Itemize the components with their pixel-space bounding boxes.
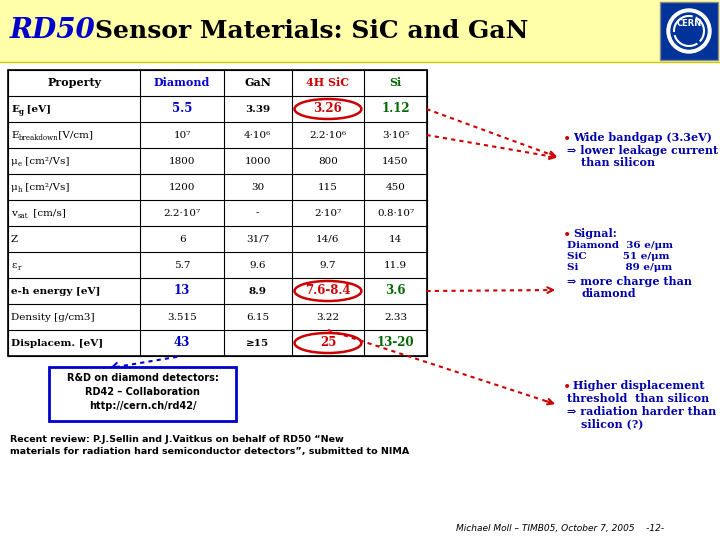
Text: 9.7: 9.7 [320, 260, 336, 269]
Text: E: E [11, 131, 19, 139]
Text: μ: μ [11, 183, 18, 192]
Text: Displacem. [eV]: Displacem. [eV] [11, 339, 103, 348]
Text: diamond: diamond [581, 288, 636, 299]
Text: ⇒ lower leakage current: ⇒ lower leakage current [567, 145, 718, 156]
Text: 13-20: 13-20 [377, 336, 414, 349]
Text: 8.9: 8.9 [248, 287, 266, 295]
Text: breakdown: breakdown [19, 134, 58, 142]
Text: [cm²/Vs]: [cm²/Vs] [22, 157, 70, 165]
Text: 450: 450 [385, 183, 405, 192]
Text: 0.8·10⁷: 0.8·10⁷ [377, 208, 414, 218]
Text: •: • [563, 380, 571, 394]
Text: 5.7: 5.7 [174, 260, 190, 269]
Text: silicon (?): silicon (?) [581, 418, 644, 429]
Text: 25: 25 [320, 336, 336, 349]
Text: ⇒ radiation harder than: ⇒ radiation harder than [567, 406, 716, 417]
Text: -: - [256, 208, 259, 218]
Text: Z: Z [11, 234, 18, 244]
Text: 5.5: 5.5 [172, 103, 192, 116]
Text: 1200: 1200 [169, 183, 195, 192]
Text: e: e [18, 160, 22, 168]
Text: Michael Moll – TIMB05, October 7, 2005    -12-: Michael Moll – TIMB05, October 7, 2005 -… [456, 524, 664, 533]
Text: 6: 6 [179, 234, 186, 244]
Text: CERN: CERN [676, 18, 701, 28]
Text: 13: 13 [174, 285, 190, 298]
Bar [660, 2, 718, 60]
Text: Recent review: P.J.Sellin and J.Vaitkus on behalf of RD50 “New: Recent review: P.J.Sellin and J.Vaitkus … [10, 435, 343, 444]
Text: SiC          51 e/μm: SiC 51 e/μm [567, 252, 670, 261]
Text: •: • [563, 132, 571, 146]
Text: 3.39: 3.39 [246, 105, 270, 113]
Text: Sensor Materials: SiC and GaN: Sensor Materials: SiC and GaN [95, 19, 528, 43]
Text: 11.9: 11.9 [384, 260, 407, 269]
Text: 1.12: 1.12 [381, 103, 410, 116]
Text: materials for radiation hard semiconductor detectors”, submitted to NIMA: materials for radiation hard semiconduct… [10, 447, 409, 456]
Text: Density [g/cm3]: Density [g/cm3] [11, 313, 94, 321]
Text: than silicon: than silicon [581, 157, 655, 168]
Text: 43: 43 [174, 336, 190, 349]
Text: 4H SiC: 4H SiC [307, 78, 349, 89]
Text: v: v [11, 208, 17, 218]
Text: 2.2·10⁷: 2.2·10⁷ [163, 208, 201, 218]
Text: •: • [563, 228, 571, 242]
Text: Si: Si [390, 78, 402, 89]
Text: 3.22: 3.22 [316, 313, 340, 321]
Text: [V/cm]: [V/cm] [55, 131, 93, 139]
Text: [cm/s]: [cm/s] [30, 208, 66, 218]
Text: 31/7: 31/7 [246, 234, 269, 244]
Text: Diamond  36 e/μm: Diamond 36 e/μm [567, 241, 673, 250]
Text: g: g [19, 108, 24, 116]
Text: sat: sat [18, 212, 29, 220]
Text: 800: 800 [318, 157, 338, 165]
Text: 4·10⁶: 4·10⁶ [244, 131, 271, 139]
Text: threshold  than silicon: threshold than silicon [567, 393, 709, 404]
Text: 14/6: 14/6 [316, 234, 340, 244]
Text: RD50: RD50 [10, 17, 96, 44]
Text: e-h energy [eV]: e-h energy [eV] [11, 287, 100, 295]
Text: Wide bandgap (3.3eV): Wide bandgap (3.3eV) [573, 132, 712, 143]
Text: ε: ε [11, 260, 17, 269]
Circle shape [671, 13, 707, 49]
Text: 3.6: 3.6 [385, 285, 405, 298]
Text: 1800: 1800 [169, 157, 195, 165]
Text: 115: 115 [318, 183, 338, 192]
Text: 7.6-8.4: 7.6-8.4 [305, 285, 351, 298]
Text: 3.515: 3.515 [167, 313, 197, 321]
Text: 3·10⁵: 3·10⁵ [382, 131, 409, 139]
Text: E: E [11, 105, 19, 113]
Text: RD42 – Collaboration: RD42 – Collaboration [85, 387, 200, 397]
Text: 1450: 1450 [382, 157, 409, 165]
Text: 9.6: 9.6 [250, 260, 266, 269]
Bar [8, 70, 426, 356]
Text: Signal:: Signal: [573, 228, 617, 239]
Text: h: h [18, 186, 22, 194]
Text: 1000: 1000 [245, 157, 271, 165]
Text: Diamond: Diamond [154, 78, 210, 89]
Text: Si             89 e/μm: Si 89 e/μm [567, 263, 672, 272]
Text: GaN: GaN [244, 78, 271, 89]
Text: http://cern.ch/rd42/: http://cern.ch/rd42/ [89, 401, 197, 411]
Text: [eV]: [eV] [23, 105, 51, 113]
Text: Property: Property [47, 78, 102, 89]
Text: μ: μ [11, 157, 18, 165]
Text: 30: 30 [251, 183, 264, 192]
Text: 2.33: 2.33 [384, 313, 407, 321]
FancyBboxPatch shape [49, 367, 236, 421]
Text: [cm²/Vs]: [cm²/Vs] [22, 183, 70, 192]
Text: 2·10⁷: 2·10⁷ [315, 208, 341, 218]
Text: r: r [18, 264, 22, 272]
Text: 10⁷: 10⁷ [174, 131, 191, 139]
Text: 3.26: 3.26 [314, 103, 342, 116]
Text: 6.15: 6.15 [246, 313, 269, 321]
Text: ≥15: ≥15 [246, 339, 269, 348]
Text: Higher displacement: Higher displacement [573, 380, 704, 391]
Text: 2.2·10⁶: 2.2·10⁶ [310, 131, 346, 139]
Text: ⇒ more charge than: ⇒ more charge than [567, 276, 692, 287]
Circle shape [667, 9, 711, 53]
Text: R&D on diamond detectors:: R&D on diamond detectors: [66, 373, 218, 383]
Bar [0, 0, 720, 62]
Text: 14: 14 [389, 234, 402, 244]
